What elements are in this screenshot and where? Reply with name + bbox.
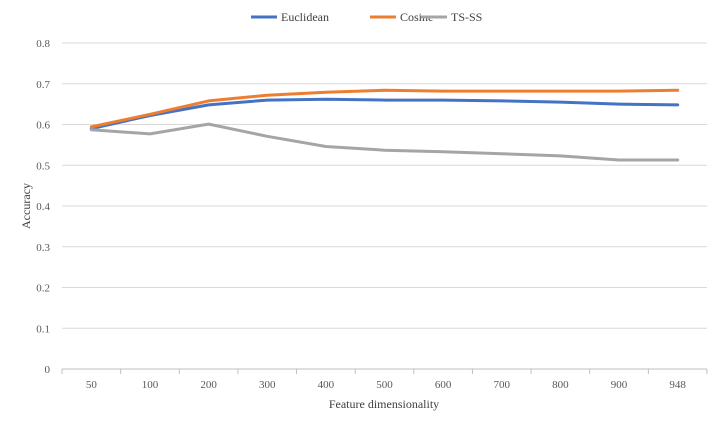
series-line-euclidean xyxy=(89,97,680,131)
x-tick-label: 800 xyxy=(552,379,569,391)
x-tick-label: 600 xyxy=(435,379,452,391)
gridlines xyxy=(62,42,707,370)
y-axis-tick-labels: 0 0.1 0.2 0.3 0.4 0.5 0.6 0.7 0.8 xyxy=(36,38,50,376)
y-tick-label: 0 xyxy=(45,364,51,376)
x-axis-tick-labels: 50 100 200 300 400 500 600 700 800 900 948 xyxy=(86,379,687,391)
y-tick-label: 0.7 xyxy=(36,79,50,91)
y-tick-label: 0.1 xyxy=(36,323,50,335)
x-tick-label: 400 xyxy=(318,379,335,391)
y-tick-label: 0.8 xyxy=(36,38,50,50)
legend: Euclidean Cosine TS-SS xyxy=(251,10,482,24)
x-tick-label: 200 xyxy=(200,379,217,391)
series-line-cosine xyxy=(89,88,680,129)
x-tick-label: 100 xyxy=(142,379,159,391)
x-tick-label: 500 xyxy=(376,379,393,391)
legend-label-cosine: Cosine xyxy=(400,10,433,24)
x-axis-title: Feature dimensionality xyxy=(329,397,439,411)
x-tick-label: 300 xyxy=(259,379,276,391)
series-lines xyxy=(89,88,680,162)
legend-label-ts-ss: TS-SS xyxy=(451,10,482,24)
y-tick-label: 0.2 xyxy=(36,283,50,295)
y-tick-label: 0.3 xyxy=(36,242,50,254)
y-tick-label: 0.6 xyxy=(36,120,50,132)
series-line-ts-ss xyxy=(89,122,680,162)
y-axis-title: Accuracy xyxy=(19,183,33,229)
x-tick-label: 700 xyxy=(494,379,511,391)
x-axis-ticks xyxy=(61,369,708,374)
legend-label-euclidean: Euclidean xyxy=(281,10,329,24)
y-tick-label: 0.5 xyxy=(36,160,50,172)
x-tick-label: 50 xyxy=(86,379,98,391)
y-tick-label: 0.4 xyxy=(36,201,50,213)
x-tick-label: 948 xyxy=(669,379,686,391)
x-tick-label: 900 xyxy=(611,379,628,391)
